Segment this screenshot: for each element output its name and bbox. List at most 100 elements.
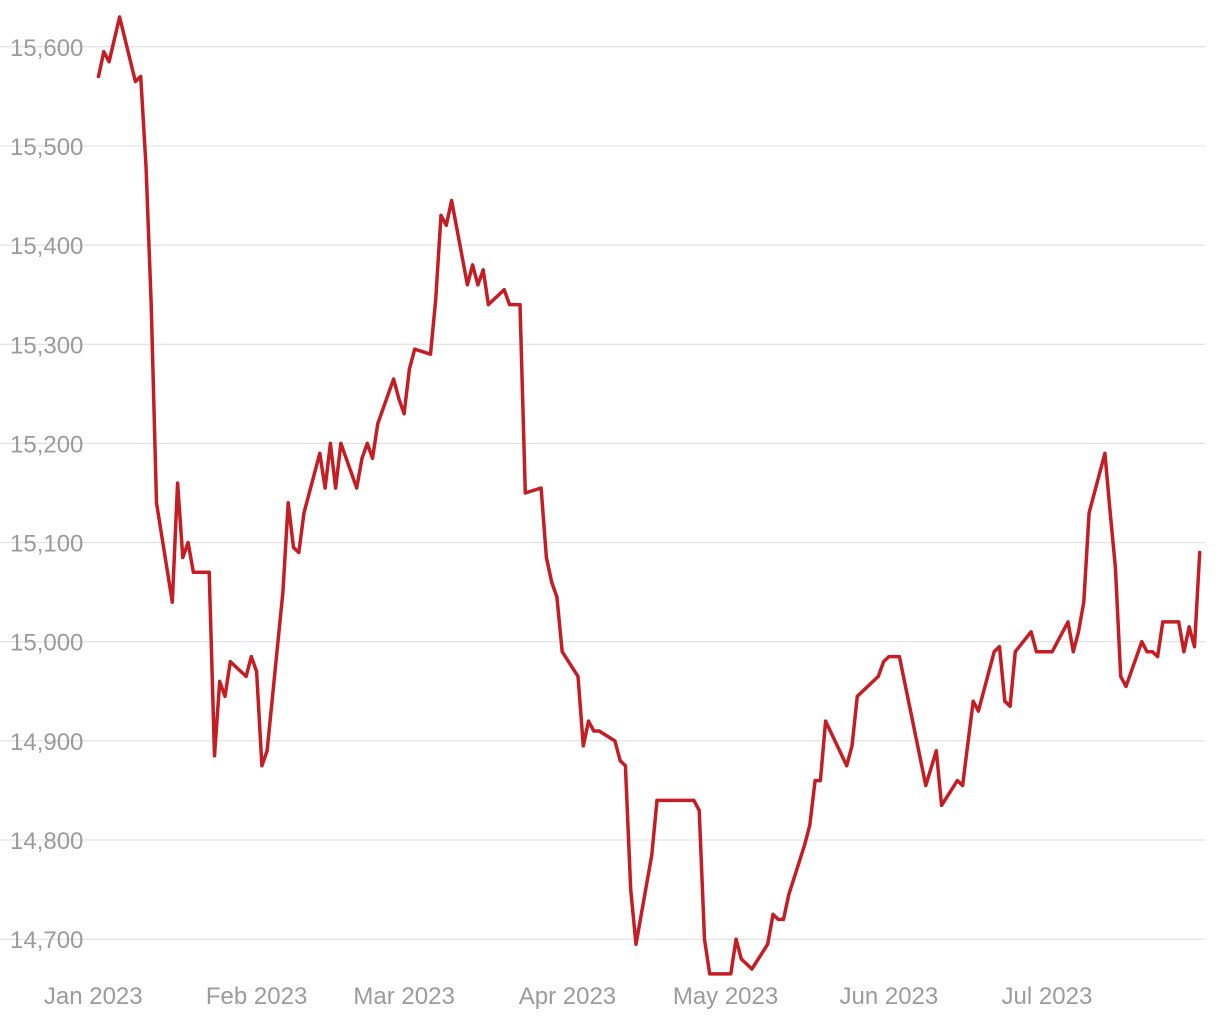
data-point [976, 709, 981, 713]
data-point [471, 263, 475, 267]
data-point [702, 937, 707, 941]
data-point [1187, 625, 1191, 629]
data-point [476, 283, 480, 287]
y-tick-label: 15,000 [10, 630, 83, 657]
y-tick-label: 15,300 [10, 332, 83, 359]
data-point [776, 917, 780, 922]
data-point [897, 655, 902, 659]
data-point [697, 808, 701, 812]
data-point [739, 957, 743, 961]
data-point [586, 719, 591, 723]
data-point [96, 74, 101, 79]
data-point [249, 655, 253, 659]
data-point [118, 15, 122, 19]
data-point [170, 600, 174, 604]
x-axis-tick-labels: Jan 2023 Feb 2023 Mar 2023 Apr 2023 May 2023… [44, 983, 1092, 1010]
data-point [1198, 550, 1202, 555]
y-tick-label: 14,700 [10, 927, 83, 954]
data-point [360, 456, 364, 460]
data-point [729, 972, 733, 976]
data-point [655, 798, 659, 803]
data-point [824, 719, 828, 723]
data-point [181, 555, 185, 560]
data-point [734, 937, 738, 941]
data-point [650, 853, 654, 857]
data-point [1192, 645, 1197, 649]
data-point [1182, 650, 1186, 654]
data-point [560, 650, 564, 654]
series-line-0 [96, 15, 1202, 976]
y-axis-tick-labels: 14,700 14,800 14,900 15,000 15,100 15,200 15,3… [10, 35, 83, 954]
data-point [539, 486, 543, 490]
data-point [265, 749, 269, 753]
data-point [1119, 674, 1123, 679]
data-point [465, 283, 469, 287]
data-point [934, 749, 938, 753]
data-point [191, 570, 195, 574]
data-point [924, 783, 928, 788]
x-tick-label: Jul 2023 [1002, 983, 1093, 1010]
data-point [407, 367, 411, 371]
data-point [1082, 600, 1086, 604]
data-point [1087, 511, 1091, 515]
y-tick-label: 15,100 [10, 531, 83, 558]
data-point [223, 694, 227, 698]
gridlines [0, 46, 1205, 940]
data-point [376, 422, 380, 426]
data-point [882, 660, 886, 664]
data-point [286, 501, 290, 505]
data-point [955, 779, 960, 783]
data-point [781, 917, 786, 922]
data-point [1150, 650, 1154, 654]
data-point [808, 823, 812, 827]
data-point [1013, 650, 1017, 654]
data-point [450, 198, 454, 203]
data-point [1050, 650, 1054, 654]
data-point [1140, 640, 1144, 644]
data-point [766, 942, 770, 946]
data-point [581, 744, 585, 748]
data-point [339, 441, 343, 445]
data-point [439, 213, 443, 217]
data-point [176, 481, 180, 485]
data-point [1029, 630, 1033, 634]
y-tick-label: 14,800 [10, 828, 83, 855]
data-point [1156, 655, 1160, 659]
data-point [576, 674, 580, 679]
data-point [1076, 630, 1081, 634]
data-point [1145, 650, 1149, 654]
data-point [370, 456, 375, 460]
data-point [887, 655, 891, 659]
data-point [961, 783, 965, 788]
data-point [1103, 451, 1107, 455]
data-point [139, 74, 143, 79]
data-point [365, 441, 369, 445]
data-point [845, 764, 849, 768]
data-point [523, 491, 527, 495]
data-point [544, 555, 549, 560]
data-point [813, 779, 817, 783]
y-tick-label: 14,900 [10, 729, 83, 756]
data-point [1124, 684, 1128, 689]
data-point [855, 694, 859, 698]
series-points [96, 15, 1202, 976]
data-point [392, 377, 396, 381]
data-point [634, 942, 638, 946]
data-point [555, 595, 559, 599]
data-point [244, 674, 248, 679]
data-point [133, 79, 137, 84]
data-point [876, 674, 880, 679]
data-point [771, 912, 775, 917]
data-point [1066, 620, 1070, 624]
y-tick-label: 15,500 [10, 134, 83, 161]
y-tick-label: 15,200 [10, 431, 83, 458]
data-point [207, 570, 211, 574]
data-point [623, 764, 628, 768]
data-point [507, 303, 512, 307]
data-point [1034, 650, 1038, 654]
x-tick-label: Jun 2023 [839, 983, 938, 1010]
data-point [102, 50, 106, 54]
data-point [597, 729, 601, 733]
data-point [328, 441, 332, 445]
